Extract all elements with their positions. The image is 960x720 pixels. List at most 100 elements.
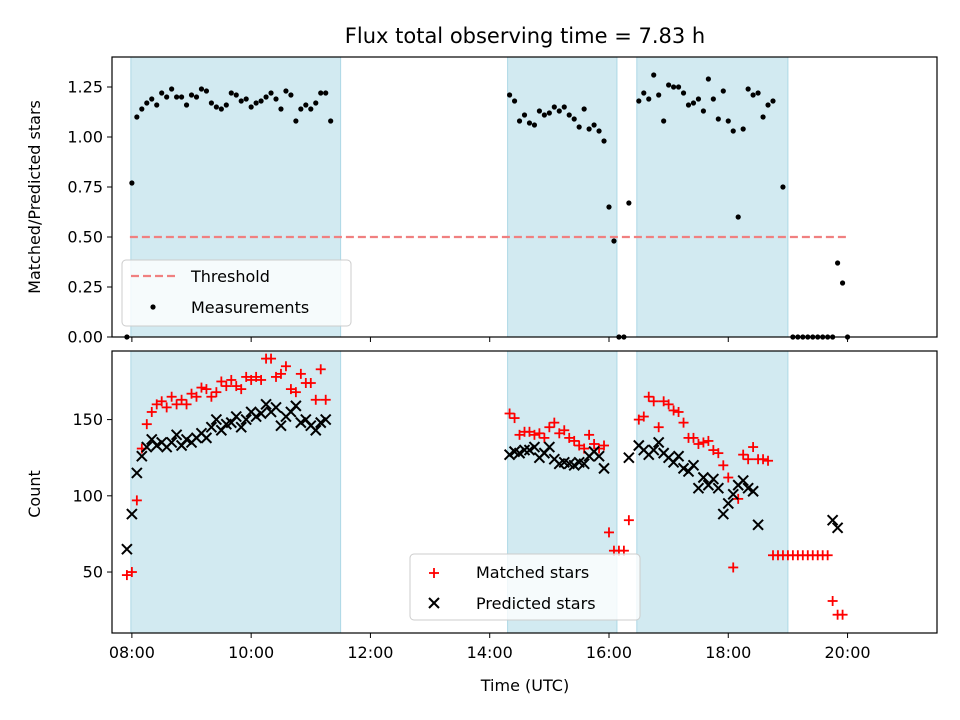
measurement-point (526, 120, 533, 126)
matched-star-point (315, 364, 326, 375)
measurement-point (611, 238, 617, 244)
y-tick-label: 0.50 (67, 228, 103, 247)
bottom-legend: Matched stars Predicted stars (409, 553, 641, 621)
top-legend-box (121, 259, 352, 327)
y-tick-label: 0.25 (67, 278, 103, 297)
y-tick-label: 1.25 (67, 78, 103, 97)
predicted-star-point (652, 436, 665, 449)
measurement-point (541, 112, 547, 118)
matched-star-point (266, 353, 277, 364)
predicted-star-point (310, 424, 322, 436)
matched-star-point (678, 417, 689, 428)
measurement-point (636, 98, 642, 104)
matched-star-point (529, 429, 540, 440)
measurement-point (730, 128, 736, 134)
predicted-star-point (707, 473, 720, 485)
matched-star-point (763, 455, 774, 466)
predicted-star-point (170, 429, 183, 441)
matched-star-point (623, 515, 634, 526)
measurement-point (670, 84, 677, 90)
measurement-point (169, 86, 175, 92)
predicted-star-point (121, 543, 133, 555)
predicted-star-point (141, 441, 153, 453)
matched-star-point (156, 396, 167, 407)
measurement-point (651, 72, 657, 78)
predicted-star-point (623, 451, 635, 464)
matched-star-point (827, 595, 838, 606)
predicted-star-point (697, 471, 710, 484)
matched-star-point (206, 391, 217, 402)
measurement-point (263, 94, 269, 100)
measurement-point (313, 100, 319, 106)
matched-star-point (718, 460, 729, 471)
measurement-point (208, 100, 214, 106)
matched-star-point (688, 432, 699, 443)
measurement-point (213, 104, 219, 110)
matched-star-point (161, 402, 172, 413)
measurement-point (129, 180, 135, 186)
matched-star-point (693, 438, 704, 449)
predicted-star-point (270, 401, 282, 414)
matched-star-point (559, 425, 570, 436)
predicted-star-point (126, 508, 138, 520)
measurement-point (243, 96, 249, 102)
predicted-star-point (687, 459, 700, 472)
matched-star-point (728, 562, 739, 573)
predicted-star-point (672, 450, 685, 462)
matched-star-point (638, 411, 649, 422)
measurement-point (164, 94, 170, 100)
matched-star-point (758, 454, 769, 465)
matched-stars-points (121, 353, 848, 620)
legend-matched-swatch (429, 568, 439, 578)
predicted-star-point (598, 462, 610, 475)
measurement-point (154, 102, 160, 108)
predicted-star-point (518, 444, 531, 456)
predicted-star-point (319, 413, 332, 426)
y-tick-label: 50 (83, 563, 103, 582)
measurement-point (506, 92, 513, 98)
shaded-interval (636, 56, 789, 338)
matched-star-point (648, 396, 659, 407)
measurement-point (641, 90, 647, 96)
measurement-point (268, 90, 274, 96)
measurement-point (546, 110, 552, 116)
legend-threshold-label: Threshold (190, 267, 270, 286)
measurement-point (159, 90, 165, 96)
matched-star-point (673, 406, 684, 417)
matched-star-point (703, 435, 714, 446)
matched-star-point (275, 368, 286, 379)
matched-star-point (256, 374, 267, 385)
x-tick-label: 12:00 (347, 643, 393, 662)
matched-star-point (181, 399, 192, 410)
matched-star-point (549, 417, 560, 428)
measurement-point (134, 114, 140, 120)
matched-star-point (280, 361, 291, 372)
chart-title: Flux total observing time = 7.83 h (345, 24, 705, 48)
matched-star-point (653, 422, 664, 433)
x-tick-label: 20:00 (824, 643, 870, 662)
predicted-star-point (240, 413, 252, 426)
measurement-point (521, 112, 528, 118)
predicted-star-point (131, 467, 143, 479)
measurement-point (725, 118, 731, 124)
measurement-point (561, 104, 567, 110)
predicted-star-point (205, 421, 218, 433)
measurement-point (690, 100, 697, 106)
predicted-star-point (165, 436, 178, 449)
measurement-point (576, 124, 582, 130)
measurement-point (715, 116, 721, 122)
matched-star-point (191, 391, 202, 402)
shaded-interval (130, 350, 342, 634)
x-tick-label: 10:00 (228, 643, 274, 662)
matched-star-point (738, 449, 749, 460)
matched-star-point (509, 413, 520, 424)
bottom-panel: 50 100 150 08:00 10:00 12:00 14:00 16:00 18:00 2… (25, 350, 938, 695)
measurement-point (139, 106, 145, 112)
matched-star-point (723, 472, 734, 483)
measurement-point (656, 92, 662, 98)
measurement-point (765, 102, 771, 108)
measurement-point (174, 94, 180, 100)
predicted-star-point (648, 444, 660, 456)
measurement-point (556, 108, 562, 114)
measurement-point (258, 98, 264, 104)
